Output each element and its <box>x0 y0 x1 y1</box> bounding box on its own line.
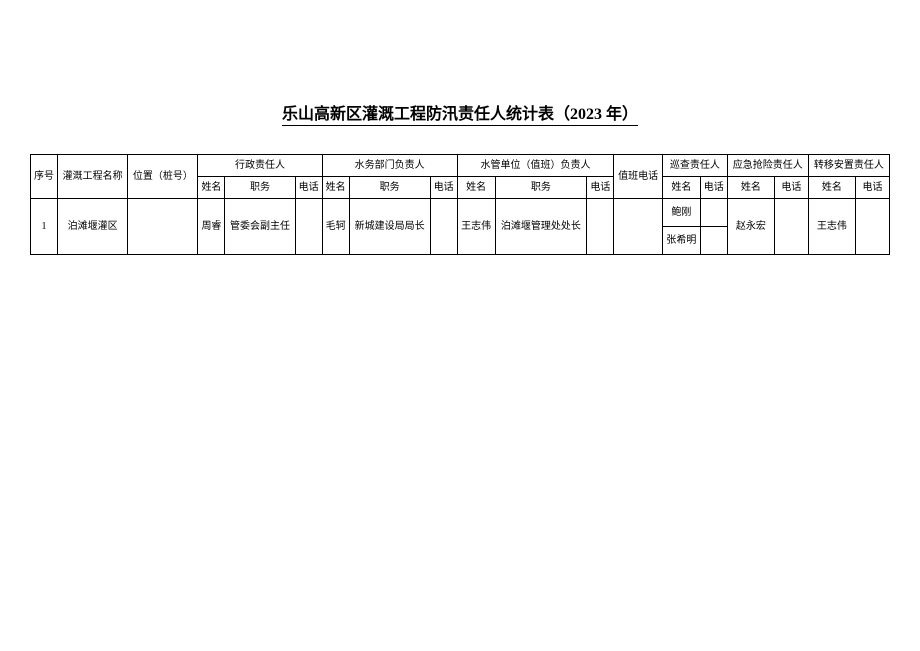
cell-waterunit-position: 泊滩堰管理处处长 <box>495 199 587 255</box>
cell-inspection-name-1: 张希明 <box>662 227 700 255</box>
cell-emergency-name: 赵永宏 <box>727 199 774 255</box>
cell-admin-position: 管委会副主任 <box>225 199 295 255</box>
header-name: 姓名 <box>198 177 225 199</box>
header-transfer-responsible: 转移安置责任人 <box>808 155 889 177</box>
header-water-unit-responsible: 水管单位（值班）负责人 <box>457 155 614 177</box>
header-admin-responsible: 行政责任人 <box>198 155 322 177</box>
cell-inspection-name-0: 鲍刚 <box>662 199 700 227</box>
cell-waterunit-phone <box>587 199 614 255</box>
header-inspection-responsible: 巡查责任人 <box>662 155 727 177</box>
cell-waterdept-name: 毛轲 <box>322 199 349 255</box>
header-location: 位置（桩号） <box>128 155 198 199</box>
cell-emergency-phone <box>775 199 809 255</box>
header-duty-phone: 值班电话 <box>614 155 663 199</box>
cell-duty-phone <box>614 199 663 255</box>
header-project-name: 灌溉工程名称 <box>58 155 128 199</box>
header-phone: 电话 <box>295 177 322 199</box>
header-name: 姓名 <box>457 177 495 199</box>
header-phone: 电话 <box>775 177 809 199</box>
header-name: 姓名 <box>322 177 349 199</box>
document-title: 乐山高新区灌溉工程防汛责任人统计表（2023 年） <box>30 100 890 124</box>
cell-waterdept-phone <box>430 199 457 255</box>
table-row: 1 泊滩堰灌区 周睿 管委会副主任 毛轲 新城建设局局长 王志伟 泊滩堰管理处处… <box>31 199 890 227</box>
header-name: 姓名 <box>727 177 774 199</box>
responsibility-table: 序号 灌溉工程名称 位置（桩号） 行政责任人 水务部门负责人 水管单位（值班）负… <box>30 154 890 255</box>
cell-waterunit-name: 王志伟 <box>457 199 495 255</box>
header-phone: 电话 <box>700 177 727 199</box>
cell-waterdept-position: 新城建设局局长 <box>349 199 430 255</box>
cell-inspection-phone-0 <box>700 199 727 227</box>
cell-admin-phone <box>295 199 322 255</box>
header-name: 姓名 <box>808 177 855 199</box>
cell-location <box>128 199 198 255</box>
header-water-dept-responsible: 水务部门负责人 <box>322 155 457 177</box>
header-phone: 电话 <box>587 177 614 199</box>
cell-admin-name: 周睿 <box>198 199 225 255</box>
header-position: 职务 <box>225 177 295 199</box>
cell-seq: 1 <box>31 199 58 255</box>
header-phone: 电话 <box>430 177 457 199</box>
header-position: 职务 <box>349 177 430 199</box>
cell-project-name: 泊滩堰灌区 <box>58 199 128 255</box>
header-position: 职务 <box>495 177 587 199</box>
cell-inspection-phone-1 <box>700 227 727 255</box>
header-phone: 电话 <box>856 177 890 199</box>
header-seq: 序号 <box>31 155 58 199</box>
cell-transfer-phone <box>856 199 890 255</box>
header-name: 姓名 <box>662 177 700 199</box>
header-emergency-responsible: 应急抢险责任人 <box>727 155 808 177</box>
cell-transfer-name: 王志伟 <box>808 199 855 255</box>
